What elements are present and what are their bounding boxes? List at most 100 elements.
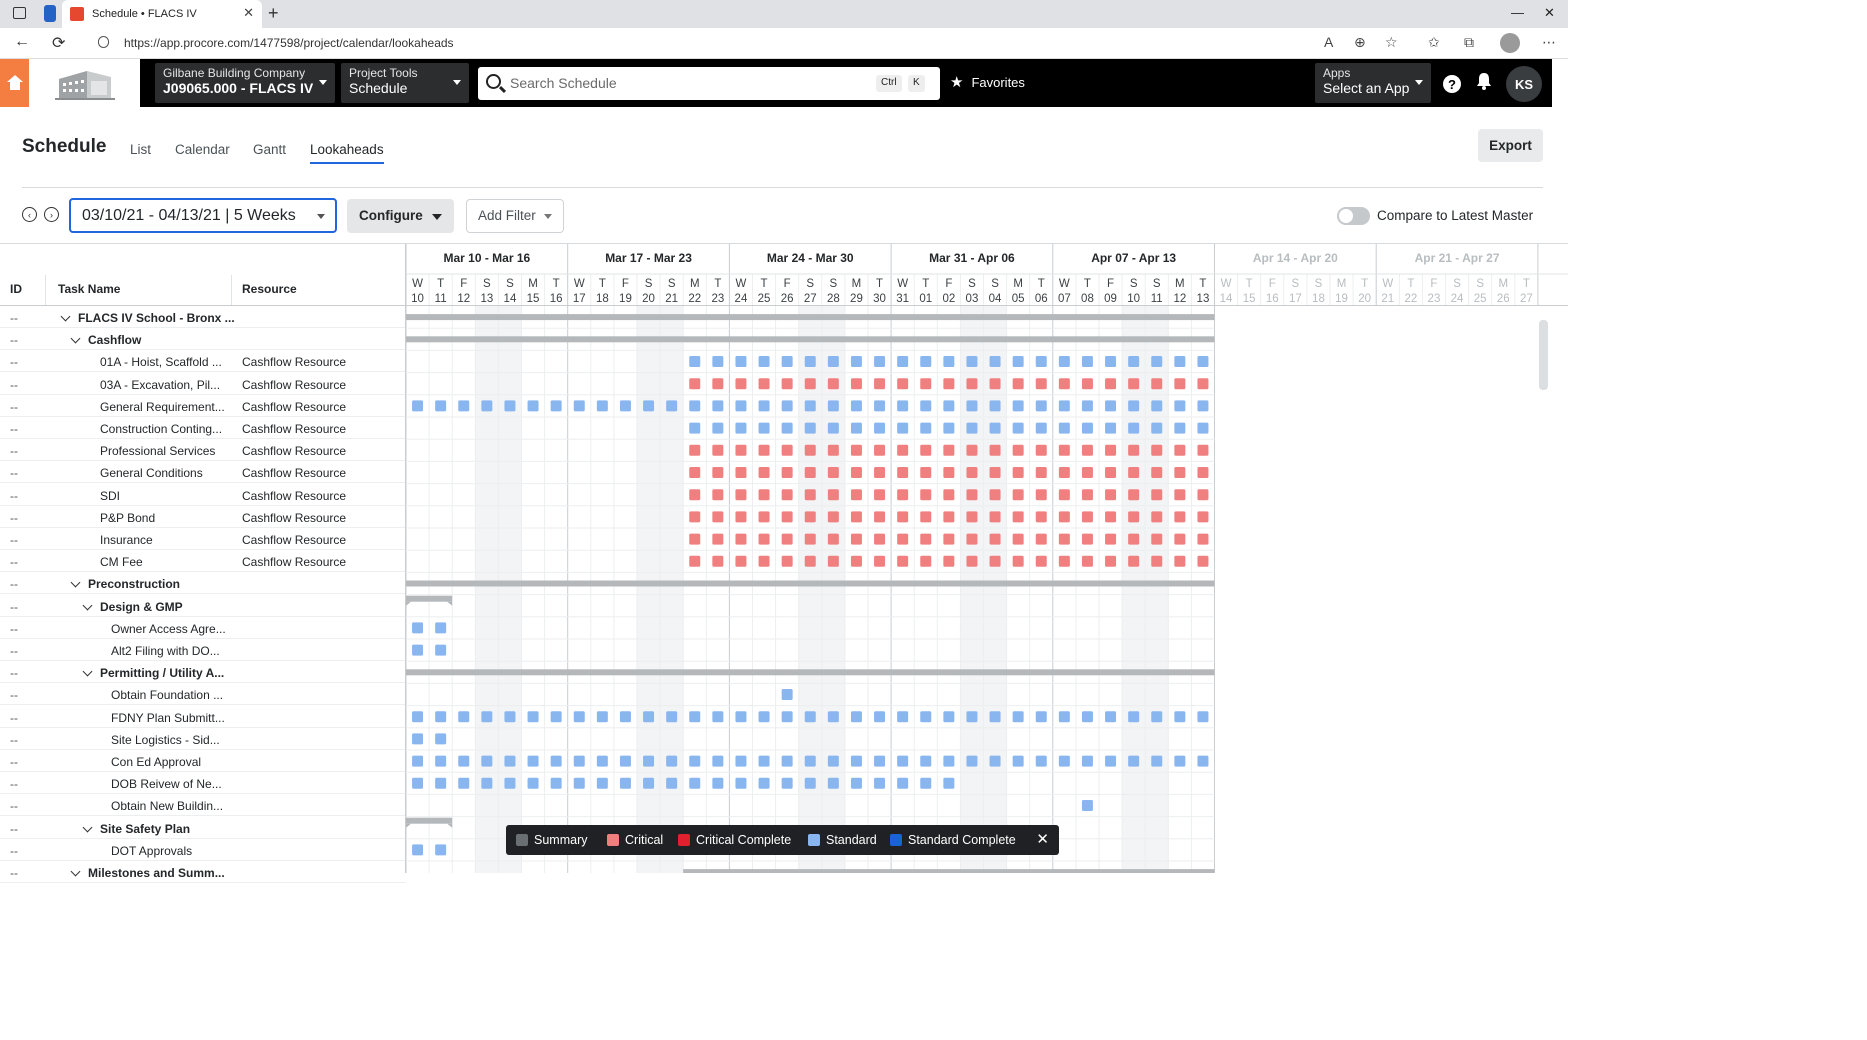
standard-day-marker xyxy=(1035,755,1047,767)
chevron-down-icon xyxy=(317,214,325,219)
help-icon[interactable]: ? xyxy=(1443,75,1461,93)
weekend-shading xyxy=(1122,306,1146,873)
task-row[interactable]: -- Preconstruction xyxy=(0,572,406,595)
calendar-scrollbar[interactable] xyxy=(1539,320,1548,390)
task-row[interactable]: -- Obtain New Buildin... xyxy=(0,794,406,817)
task-row[interactable]: -- DOT Approvals xyxy=(0,839,406,861)
task-row[interactable]: -- CM Fee Cashflow Resource xyxy=(0,550,406,573)
page-scrollbar[interactable] xyxy=(1552,59,1568,107)
export-button[interactable]: Export xyxy=(1478,129,1543,162)
tab-calendar[interactable]: Calendar xyxy=(175,142,230,157)
task-row[interactable]: -- Site Logistics - Sid... xyxy=(0,728,406,750)
company-project-select[interactable]: Gilbane Building Company J09065.000 - FL… xyxy=(155,63,335,103)
task-row[interactable]: -- Design & GMP xyxy=(0,595,406,617)
critical-day-marker xyxy=(1105,444,1117,456)
task-row[interactable]: -- Site Safety Plan xyxy=(0,817,406,839)
chevron-down-icon[interactable] xyxy=(70,333,81,344)
avatar[interactable]: KS xyxy=(1506,66,1542,102)
close-tab-icon[interactable]: ✕ xyxy=(243,5,254,20)
collections-icon[interactable]: ⧉ xyxy=(1464,34,1474,50)
task-row[interactable]: -- 01A - Hoist, Scaffold ... Cashflow Reso… xyxy=(0,350,406,373)
pane-divider[interactable] xyxy=(405,244,406,873)
task-name: Obtain New Buildin... xyxy=(111,799,224,814)
task-row[interactable]: -- Con Ed Approval xyxy=(0,750,406,772)
day-number: 10 xyxy=(1127,293,1140,305)
task-row[interactable]: -- General Requirement... Cashflow Resourc… xyxy=(0,395,406,417)
standard-day-marker xyxy=(550,711,562,723)
chevron-down-icon[interactable] xyxy=(82,600,93,611)
standard-day-marker xyxy=(781,777,793,789)
critical-day-marker xyxy=(1081,533,1093,545)
standard-day-marker xyxy=(504,777,516,789)
weekend-shading xyxy=(475,306,499,873)
day-letter: F xyxy=(1107,278,1114,290)
project-tools-select[interactable]: Project Tools Schedule xyxy=(341,63,469,103)
standard-day-marker xyxy=(412,844,424,856)
task-row[interactable]: -- Obtain Foundation ... xyxy=(0,683,406,706)
chevron-down-icon[interactable] xyxy=(60,311,71,322)
day-number: 06 xyxy=(1035,293,1048,305)
task-row[interactable]: -- FDNY Plan Submitt... xyxy=(0,706,406,728)
task-row[interactable]: -- FLACS IV School - Bronx ... xyxy=(0,306,406,328)
day-letter: M xyxy=(528,278,538,290)
chevron-down-icon[interactable] xyxy=(82,666,93,677)
back-icon[interactable]: ← xyxy=(14,33,30,50)
task-row[interactable]: -- Owner Access Agre... xyxy=(0,617,406,639)
task-row[interactable]: -- Cashflow xyxy=(0,328,406,351)
sidebar-toggle-icon[interactable] xyxy=(13,7,26,19)
add-filter-button[interactable]: Add Filter xyxy=(466,199,564,233)
close-legend-icon[interactable]: ✕ xyxy=(1036,831,1049,848)
task-row[interactable]: -- Alt2 Filing with DO... xyxy=(0,639,406,661)
task-row[interactable]: -- Insurance Cashflow Resource xyxy=(0,528,406,550)
favorites-icon[interactable]: ✩ xyxy=(1428,34,1440,50)
search-input[interactable] xyxy=(510,73,840,93)
more-icon[interactable]: ⋯ xyxy=(1542,34,1556,50)
task-row[interactable]: -- Milestones and Summ... xyxy=(0,861,406,883)
read-aloud-icon[interactable]: A xyxy=(1324,34,1334,50)
task-row[interactable]: -- P&P Bond Cashflow Resource xyxy=(0,506,406,528)
url-field[interactable]: https://app.procore.com/1477598/project/… xyxy=(86,31,1406,55)
minimize-icon[interactable]: — xyxy=(1511,5,1524,20)
tools-label: Project Tools xyxy=(349,66,418,80)
task-row[interactable]: -- 03A - Excavation, Pil... Cashflow Resou… xyxy=(0,373,406,395)
configure-button[interactable]: Configure xyxy=(347,199,454,233)
critical-day-marker xyxy=(966,467,978,478)
zoom-icon[interactable]: ⊕ xyxy=(1354,34,1366,50)
chevron-down-icon[interactable] xyxy=(70,577,81,588)
chevron-down-icon xyxy=(453,80,461,85)
critical-day-marker xyxy=(735,467,747,478)
column-header-resource[interactable]: Resource xyxy=(242,282,297,296)
task-row[interactable]: -- SDI Cashflow Resource xyxy=(0,484,406,506)
previous-period-button[interactable]: ‹ xyxy=(22,207,37,222)
next-period-button[interactable]: › xyxy=(44,207,59,222)
chevron-down-icon[interactable] xyxy=(70,866,81,877)
task-row[interactable]: -- Professional Services Cashflow Resource xyxy=(0,439,406,462)
bell-icon[interactable] xyxy=(1474,72,1494,92)
task-row[interactable]: -- General Conditions Cashflow Resource xyxy=(0,461,406,484)
workspace-icon[interactable] xyxy=(44,5,56,22)
profile-icon[interactable] xyxy=(1500,33,1520,53)
standard-day-marker xyxy=(619,400,631,412)
tab-list[interactable]: List xyxy=(130,142,152,157)
refresh-icon[interactable]: ⟳ xyxy=(52,35,66,52)
add-favorite-icon[interactable]: ☆ xyxy=(1385,34,1398,50)
column-header-id[interactable]: ID xyxy=(10,282,22,296)
task-row[interactable]: -- Permitting / Utility A... xyxy=(0,661,406,684)
new-tab-button[interactable]: + xyxy=(268,3,279,23)
date-range-select[interactable]: 03/10/21 - 04/13/21 | 5 Weeks xyxy=(69,198,337,233)
standard-day-marker xyxy=(689,711,701,723)
tab-gantt[interactable]: Gantt xyxy=(253,142,287,157)
apps-select[interactable]: Apps Select an App xyxy=(1315,63,1431,103)
close-window-icon[interactable]: ✕ xyxy=(1544,5,1555,20)
tab-lookaheads[interactable]: Lookaheads xyxy=(310,142,384,164)
browser-tab[interactable]: Schedule • FLACS IV ✕ xyxy=(62,0,262,28)
compare-toggle[interactable] xyxy=(1337,207,1370,225)
home-button[interactable] xyxy=(0,59,29,107)
task-row[interactable]: -- Construction Conting... Cashflow Resour… xyxy=(0,417,406,439)
chevron-down-icon[interactable] xyxy=(82,822,93,833)
task-row[interactable]: -- DOB Reivew of Ne... xyxy=(0,772,406,795)
standard-day-marker xyxy=(1174,422,1186,434)
standard-day-marker xyxy=(781,689,793,700)
column-header-task-name[interactable]: Task Name xyxy=(58,282,121,296)
favorites-button[interactable]: ★ Favorites xyxy=(950,73,1025,91)
